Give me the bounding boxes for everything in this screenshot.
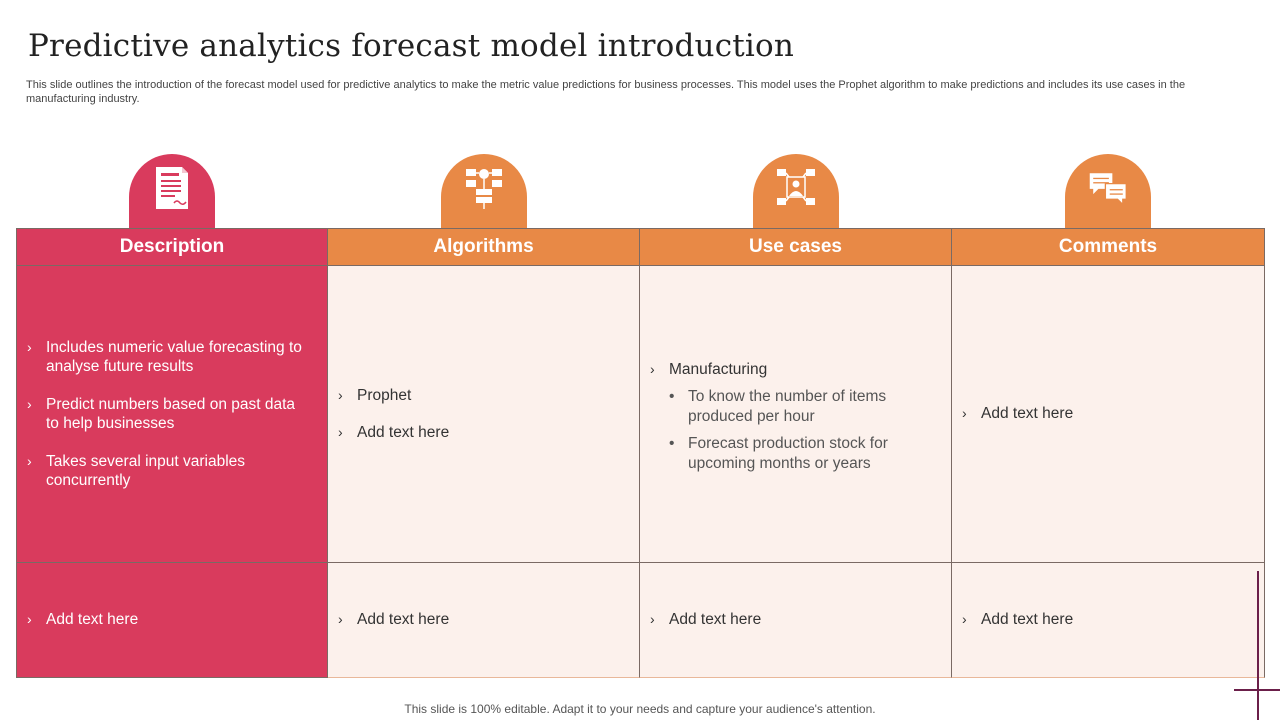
tab-use-cases-icon-holder [753,154,839,230]
tab-description-icon-holder [129,154,215,230]
document-icon [156,167,188,209]
use-cases-subitem: • To know the number of items produced pe… [669,388,887,425]
use-cases-extra-item: › Add text here [650,611,762,629]
tab-comments-icon-holder [1065,154,1151,230]
comments-cell: › Add text here [952,266,1265,563]
chat-bubbles-icon [1089,173,1127,207]
header-algorithms: Algorithms [328,228,640,266]
network-user-icon [777,169,815,205]
algorithms-item: › Prophet [338,386,412,404]
comments-extra-cell: › Add text here [952,563,1265,678]
footer-note: This slide is 100% editable. Adapt it to… [404,702,876,716]
flowchart-icon [466,169,502,209]
algorithms-cell: › Prophet › Add text here [328,266,640,563]
model-table: Description Algorithms Use cases Comment… [16,228,1265,678]
use-cases-heading: › Manufacturing [650,360,768,378]
header-description: Description [16,228,328,266]
page-title: Predictive analytics forecast model intr… [28,28,795,64]
description-cell: › Includes numeric value forecasting to a… [16,266,328,563]
description-item: › Includes numeric value forecasting to a… [27,338,302,376]
comments-item: › Add text here [962,405,1074,423]
page-subtitle: This slide outlines the introduction of … [26,79,1186,105]
algorithms-item: › Add text here [338,424,450,441]
description-item: › Takes several input variables concurren… [27,452,246,490]
use-cases-extra-cell: › Add text here [640,563,952,678]
corner-decoration-horizontal [1234,689,1280,691]
use-cases-cell: › Manufacturing • To know the number of it… [640,266,952,563]
description-extra-item: › Add text here [27,611,139,629]
comments-extra-item: › Add text here [962,611,1074,629]
use-cases-subitem: • Forecast production stock for upcoming … [669,435,888,472]
description-extra-cell: › Add text here [16,563,328,678]
header-comments: Comments [952,228,1265,266]
description-item: › Predict numbers based on past data to h… [27,395,296,433]
algorithms-extra-item: › Add text here [338,611,450,629]
header-use-cases: Use cases [640,228,952,266]
algorithms-extra-cell: › Add text here [328,563,640,678]
corner-decoration-vertical [1257,571,1259,720]
tab-algorithms-icon-holder [441,154,527,230]
